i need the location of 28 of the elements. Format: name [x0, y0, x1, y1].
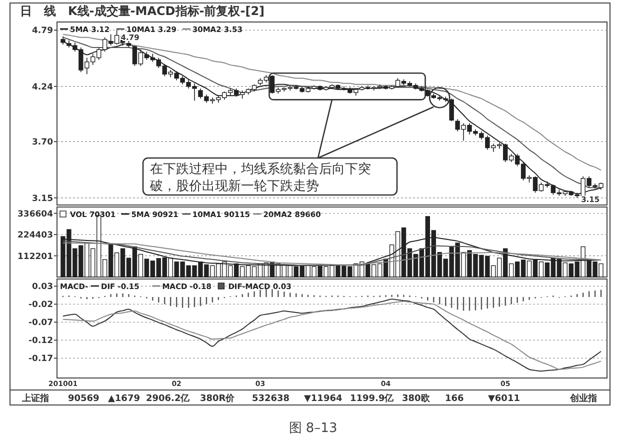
- text: 380欧: [402, 393, 431, 404]
- text: 上证指: [21, 393, 49, 404]
- y-tick-label: 4.24: [32, 82, 54, 92]
- text: 创业指: [569, 393, 597, 404]
- text: ▼6011: [488, 394, 520, 404]
- y-tick-label: 0.03: [32, 282, 54, 292]
- y-tick-label: 4.79: [32, 26, 54, 36]
- annotation: 在下跌过程中，均线系统黏合后向下突破，股价出现新一轮下跌走势: [149, 162, 371, 194]
- y-tick-label: 112201: [18, 252, 54, 262]
- text: ▼11964: [304, 394, 342, 404]
- text: 1199.9亿: [350, 393, 395, 404]
- y-tick-label: 3.15: [32, 194, 54, 204]
- y-tick-label: 224403: [18, 230, 54, 241]
- y-tick-label: -0.02: [28, 300, 54, 310]
- text: 532638: [252, 394, 290, 404]
- y-tick-label: 336604: [18, 209, 54, 220]
- text: 90569: [68, 394, 100, 404]
- chart-title: 日 线 K线-成交量-MACD指标-前复权-[2]: [20, 4, 265, 18]
- candlestick: [449, 98, 454, 122]
- y-tick-label: -0.17: [28, 354, 54, 364]
- y-tick-label: -0.12: [28, 336, 54, 346]
- text: ▲1679: [108, 394, 140, 404]
- y-tick-label: -0.07: [28, 318, 54, 328]
- caption: 图 8–13: [288, 421, 338, 436]
- y-tick-label: 3.70: [32, 138, 54, 148]
- text: 380R价: [200, 393, 236, 404]
- text: 2906.2亿: [146, 393, 191, 404]
- text: 166: [445, 394, 464, 404]
